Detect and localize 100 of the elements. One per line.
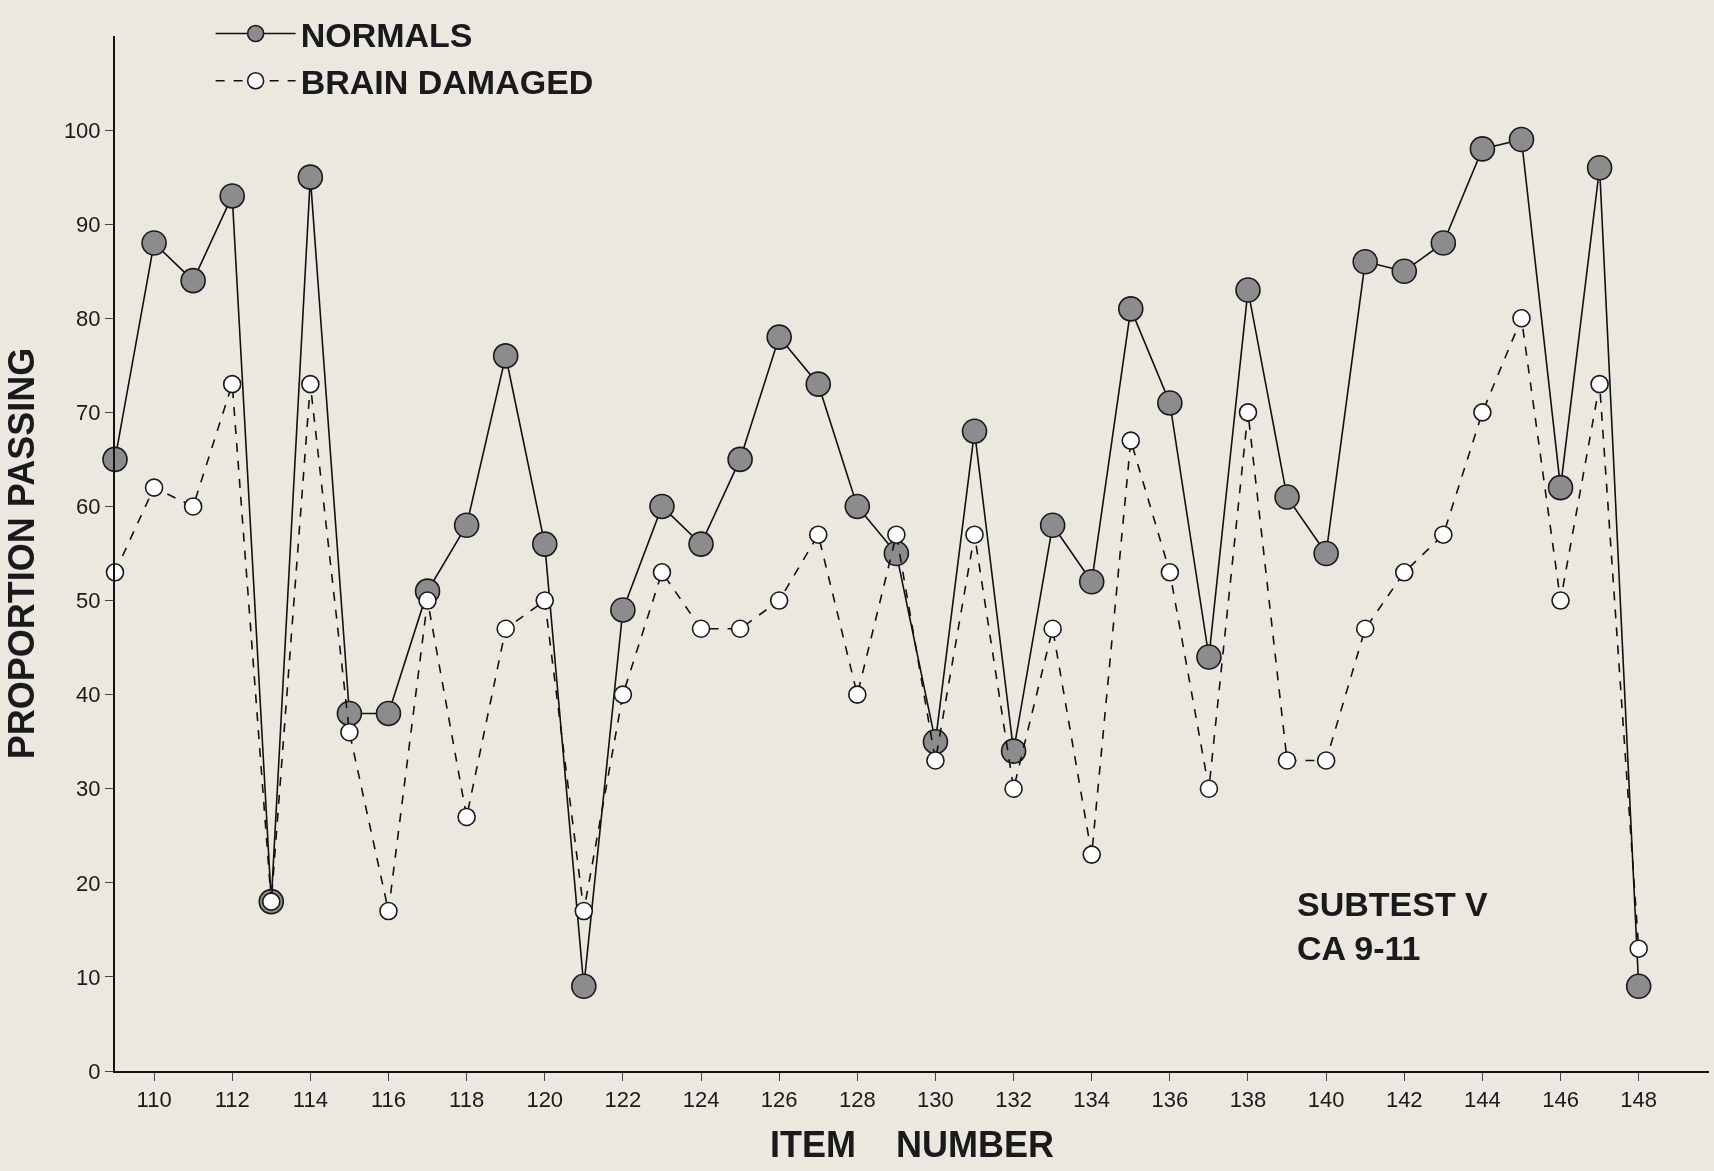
point bbox=[1352, 249, 1378, 275]
point bbox=[418, 591, 437, 610]
point bbox=[1625, 973, 1652, 1000]
point bbox=[1313, 540, 1339, 567]
x-tick-label: 120 bbox=[526, 1087, 564, 1113]
point bbox=[453, 512, 480, 539]
point bbox=[688, 531, 714, 557]
point bbox=[652, 563, 672, 582]
point bbox=[571, 973, 597, 1000]
point bbox=[492, 343, 519, 369]
y-tick-label: 30 bbox=[76, 776, 101, 802]
point bbox=[965, 525, 984, 544]
point bbox=[1078, 568, 1105, 595]
point bbox=[1160, 563, 1180, 582]
point bbox=[1157, 390, 1183, 416]
y-tick-label: 20 bbox=[76, 870, 101, 896]
point bbox=[730, 619, 750, 639]
point bbox=[1469, 136, 1496, 162]
point bbox=[727, 446, 753, 473]
point bbox=[180, 267, 206, 294]
point bbox=[1551, 591, 1570, 610]
point bbox=[1274, 484, 1300, 510]
x-tick-label: 110 bbox=[136, 1087, 172, 1113]
point bbox=[336, 700, 363, 727]
point bbox=[1039, 512, 1066, 539]
x-axis-title: ITEM NUMBER bbox=[770, 1123, 1054, 1165]
point bbox=[805, 371, 832, 397]
point bbox=[535, 591, 555, 610]
x-tick-label: 112 bbox=[214, 1087, 250, 1113]
point bbox=[1586, 154, 1613, 181]
x-tick-label: 122 bbox=[604, 1087, 642, 1113]
x-tick-label: 130 bbox=[917, 1087, 954, 1113]
point bbox=[766, 324, 792, 350]
point bbox=[222, 374, 242, 394]
y-tick-label: 40 bbox=[76, 682, 101, 708]
legend-label: NORMALS bbox=[300, 15, 473, 54]
point bbox=[102, 446, 128, 473]
point bbox=[574, 901, 594, 921]
x-tick-label: 146 bbox=[1542, 1087, 1579, 1113]
legend-label: BRAIN DAMAGED bbox=[300, 63, 594, 102]
point bbox=[1629, 939, 1648, 958]
point bbox=[183, 497, 203, 516]
point bbox=[926, 751, 945, 770]
point bbox=[1512, 308, 1531, 328]
x-tick-label: 124 bbox=[682, 1087, 720, 1113]
y-tick-label: 50 bbox=[76, 588, 101, 614]
point bbox=[1117, 296, 1144, 322]
point bbox=[610, 597, 636, 623]
point bbox=[1355, 619, 1375, 639]
point bbox=[144, 478, 164, 497]
point bbox=[1000, 738, 1027, 764]
point bbox=[1277, 751, 1297, 770]
point bbox=[1434, 525, 1453, 544]
point bbox=[808, 525, 828, 544]
point bbox=[457, 807, 476, 827]
x-tick-label: 148 bbox=[1620, 1087, 1658, 1113]
point bbox=[496, 619, 515, 639]
point bbox=[340, 722, 359, 742]
point bbox=[219, 183, 246, 209]
x-tick-label: 140 bbox=[1307, 1087, 1345, 1113]
point bbox=[613, 685, 633, 704]
x-tick-label: 136 bbox=[1151, 1087, 1189, 1113]
point bbox=[887, 525, 906, 544]
point bbox=[1430, 230, 1457, 256]
point bbox=[379, 901, 398, 921]
x-tick-label: 116 bbox=[370, 1087, 407, 1113]
point bbox=[1082, 845, 1102, 864]
point bbox=[1391, 258, 1418, 285]
x-tick-label: 126 bbox=[760, 1087, 798, 1113]
annotation: SUBTEST V CA 9-11 bbox=[1297, 885, 1489, 968]
point bbox=[301, 374, 320, 394]
x-tick-label: 138 bbox=[1229, 1087, 1267, 1113]
y-tick-label: 0 bbox=[88, 1058, 101, 1084]
point bbox=[1238, 403, 1258, 422]
x-tick-label: 144 bbox=[1464, 1087, 1501, 1113]
point bbox=[1508, 126, 1535, 153]
y-tick-label: 70 bbox=[76, 400, 101, 426]
y-axis-title: PROPORTION PASSING bbox=[1, 347, 43, 760]
point bbox=[1547, 474, 1574, 501]
point bbox=[297, 164, 324, 190]
point bbox=[844, 493, 871, 520]
x-tick-label: 132 bbox=[995, 1087, 1032, 1113]
y-tick-label: 80 bbox=[76, 305, 101, 331]
point bbox=[691, 619, 711, 639]
y-tick-label: 90 bbox=[76, 211, 101, 237]
point bbox=[769, 591, 789, 610]
y-tick-label: 100 bbox=[63, 117, 101, 143]
point bbox=[531, 531, 558, 557]
point bbox=[1235, 277, 1261, 303]
point bbox=[1473, 403, 1492, 422]
point bbox=[649, 493, 675, 520]
point bbox=[848, 685, 867, 704]
x-tick-label: 142 bbox=[1385, 1087, 1423, 1113]
x-tick-label: 134 bbox=[1073, 1087, 1111, 1113]
point bbox=[141, 230, 167, 256]
point bbox=[1316, 751, 1336, 770]
y-tick-label: 10 bbox=[76, 964, 101, 990]
point bbox=[1004, 779, 1023, 799]
point bbox=[375, 700, 402, 727]
x-tick-label: 128 bbox=[838, 1087, 876, 1113]
